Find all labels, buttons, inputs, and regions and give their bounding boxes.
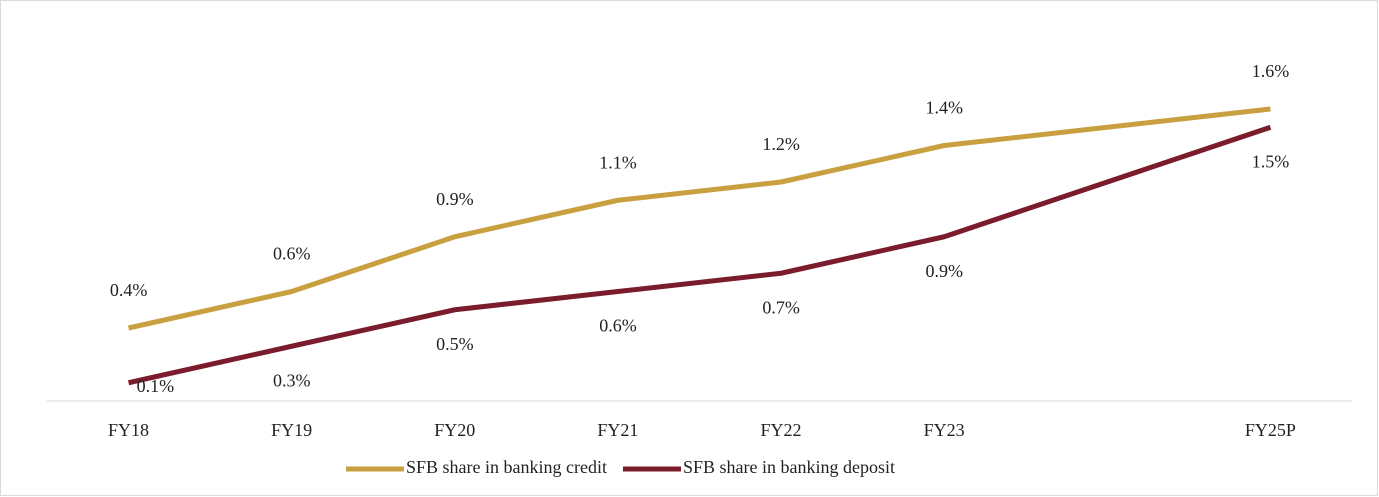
data-label: 1.6%: [1252, 61, 1290, 81]
data-label: 0.3%: [273, 370, 311, 390]
data-label: 0.7%: [762, 297, 800, 317]
x-tick-label: FY23: [924, 420, 965, 440]
data-label: 0.9%: [436, 189, 474, 209]
data-label: 1.4%: [925, 98, 963, 118]
x-tick-label: FY18: [108, 420, 149, 440]
legend-label: SFB share in banking credit: [406, 457, 607, 477]
data-label: 1.1%: [599, 152, 637, 172]
data-label: 0.5%: [436, 334, 474, 354]
series-line: [128, 124, 1272, 386]
x-tick-label: FY20: [434, 420, 475, 440]
series-line: [128, 106, 1271, 331]
data-label: 1.2%: [762, 134, 800, 154]
x-tick-label: FY19: [271, 420, 312, 440]
data-label: 0.1%: [137, 376, 175, 396]
x-tick-label: FY21: [597, 420, 638, 440]
data-label: 0.6%: [273, 244, 311, 264]
x-tick-label: FY25P: [1245, 420, 1296, 440]
data-label: 0.9%: [925, 261, 963, 281]
legend-label: SFB share in banking deposit: [683, 457, 895, 477]
data-label: 0.6%: [599, 316, 637, 336]
data-label: 0.4%: [110, 280, 148, 300]
x-tick-label: FY22: [761, 420, 802, 440]
data-label: 1.5%: [1252, 151, 1290, 171]
